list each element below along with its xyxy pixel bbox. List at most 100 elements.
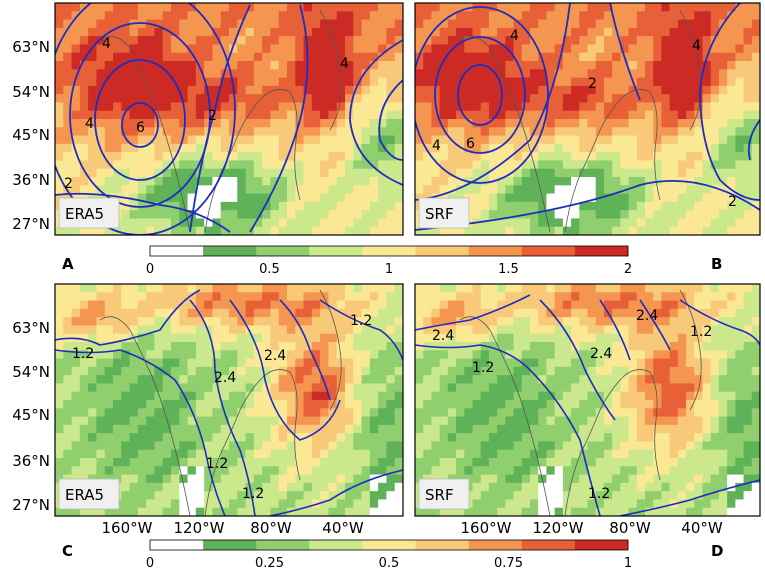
field-cell bbox=[579, 325, 589, 335]
field-cell bbox=[423, 226, 433, 235]
field-cell bbox=[386, 110, 396, 120]
field-cell bbox=[653, 201, 663, 211]
field-cell bbox=[472, 424, 482, 434]
field-cell bbox=[270, 226, 280, 235]
field-cell bbox=[431, 168, 441, 178]
field-cell bbox=[612, 491, 621, 501]
field-cell bbox=[505, 27, 515, 37]
field-cell bbox=[562, 110, 572, 120]
field-cell bbox=[423, 507, 433, 516]
field-cell bbox=[262, 284, 272, 293]
field-cell bbox=[505, 185, 515, 195]
field-cell bbox=[735, 185, 745, 195]
field-cell bbox=[686, 19, 695, 29]
field-cell bbox=[278, 507, 288, 516]
field-cell bbox=[187, 325, 197, 335]
field-cell bbox=[187, 193, 197, 203]
field-cell bbox=[579, 491, 589, 501]
panel-b-contour-label: 2 bbox=[728, 194, 737, 210]
field-cell bbox=[423, 284, 433, 293]
field-cell bbox=[171, 135, 180, 145]
panel-b-coastline bbox=[459, 9, 702, 233]
panel-a-contour-label: 2 bbox=[64, 176, 73, 192]
field-cell bbox=[121, 391, 131, 401]
field-cell bbox=[195, 499, 205, 509]
field-cell bbox=[743, 358, 753, 368]
field-cell bbox=[669, 317, 679, 327]
field-cell bbox=[710, 185, 720, 195]
field-cell bbox=[686, 474, 695, 484]
field-cell bbox=[229, 308, 238, 318]
field-cell bbox=[353, 102, 363, 112]
field-cell bbox=[439, 433, 449, 443]
field-cell bbox=[121, 342, 131, 351]
field-cell bbox=[287, 185, 296, 195]
field-cell bbox=[378, 143, 388, 153]
field-cell bbox=[464, 135, 474, 145]
field-cell bbox=[245, 168, 255, 178]
field-cell bbox=[595, 3, 605, 12]
field-cell bbox=[743, 177, 753, 186]
field-cell bbox=[129, 325, 139, 335]
field-cell bbox=[488, 193, 498, 203]
field-cell bbox=[751, 36, 760, 46]
field-cell bbox=[311, 408, 321, 418]
field-cell bbox=[104, 152, 114, 162]
colorbar-segment bbox=[150, 540, 204, 550]
field-cell bbox=[270, 210, 280, 220]
field-cell bbox=[636, 375, 646, 385]
field-cell bbox=[195, 400, 205, 409]
field-cell bbox=[88, 110, 98, 120]
field-cell bbox=[694, 441, 704, 451]
field-cell bbox=[423, 69, 433, 79]
field-cell bbox=[129, 143, 139, 153]
field-cell bbox=[488, 143, 498, 153]
field-cell bbox=[369, 44, 379, 54]
field-cell bbox=[554, 358, 564, 368]
field-cell bbox=[121, 185, 131, 195]
field-cell bbox=[394, 201, 403, 211]
field-cell bbox=[361, 507, 371, 516]
field-cell bbox=[735, 499, 745, 509]
field-cell bbox=[431, 308, 441, 318]
field-cell bbox=[480, 441, 490, 451]
field-cell bbox=[137, 168, 147, 178]
field-cell bbox=[229, 102, 238, 112]
field-cell bbox=[661, 308, 671, 318]
field-cell bbox=[603, 226, 613, 235]
field-cell bbox=[361, 3, 371, 12]
field-cell bbox=[245, 507, 255, 516]
field-cell bbox=[262, 308, 272, 318]
field-cell bbox=[369, 36, 379, 46]
panel-b-contour-label: 6 bbox=[466, 136, 475, 152]
field-cell bbox=[530, 358, 539, 368]
field-cell bbox=[270, 69, 280, 79]
field-cell bbox=[751, 210, 760, 220]
field-cell bbox=[237, 408, 247, 418]
field-cell bbox=[154, 85, 164, 95]
field-cell bbox=[447, 61, 457, 70]
field-cell bbox=[121, 201, 131, 211]
field-cell bbox=[735, 77, 745, 87]
field-cell bbox=[369, 27, 379, 37]
field-cell bbox=[311, 350, 321, 360]
field-cell bbox=[328, 177, 338, 186]
field-cell bbox=[431, 317, 441, 327]
field-cell bbox=[472, 366, 482, 376]
field-cell bbox=[386, 152, 396, 162]
field-cell bbox=[423, 160, 433, 170]
field-cell bbox=[480, 416, 490, 426]
field-cell bbox=[595, 52, 605, 62]
field-cell bbox=[677, 119, 687, 128]
field-cell bbox=[179, 284, 189, 293]
field-cell bbox=[718, 193, 728, 203]
field-cell bbox=[394, 482, 403, 492]
field-cell bbox=[735, 400, 745, 409]
field-cell bbox=[415, 292, 424, 302]
field-cell bbox=[686, 44, 695, 54]
field-cell bbox=[694, 201, 704, 211]
field-cell bbox=[505, 19, 515, 29]
field-cell bbox=[669, 284, 679, 293]
lat-tick: 45°N bbox=[12, 126, 50, 144]
field-cell bbox=[220, 44, 230, 54]
